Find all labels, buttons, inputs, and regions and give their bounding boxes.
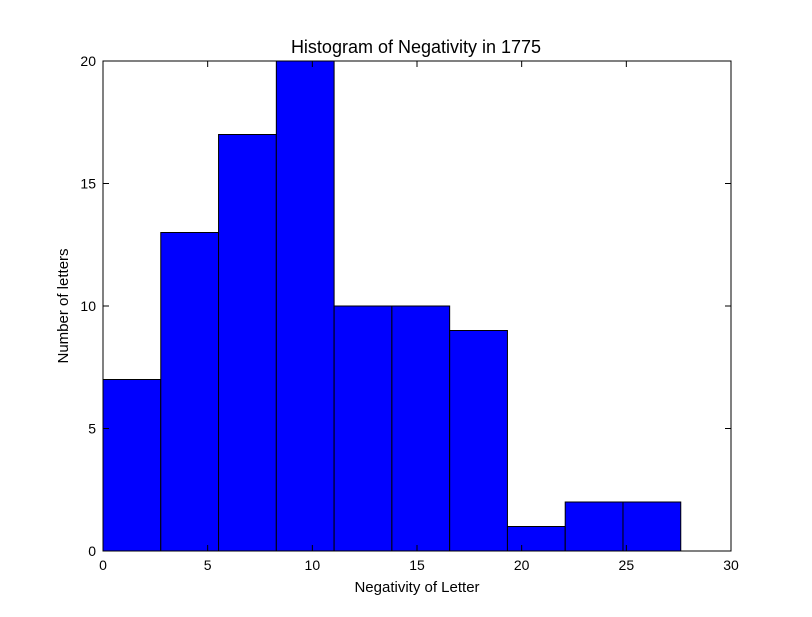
ticks-layer: 0 5 10 15 20 25 30 0 5 10 15 20 — [80, 53, 739, 573]
y-axis-label: Number of letters — [55, 248, 72, 363]
histogram-bar-1 — [102, 379, 162, 552]
histogram-bar-9 — [564, 501, 624, 552]
y-tick-label-15: 15 — [80, 176, 96, 192]
histogram-bar-6 — [391, 305, 451, 552]
bars-layer — [102, 60, 682, 552]
x-axis-label: Negativity of Letter — [354, 579, 479, 596]
x-tick-label-30: 30 — [723, 557, 739, 573]
x-tick-label-20: 20 — [514, 557, 530, 573]
histogram-bar-7 — [449, 330, 508, 552]
x-tick-label-0: 0 — [99, 557, 107, 573]
y-tick-label-5: 5 — [88, 421, 96, 437]
y-tick-label-10: 10 — [80, 298, 96, 314]
histogram-bar-10 — [622, 501, 682, 552]
x-tick-label-10: 10 — [305, 557, 321, 573]
histogram-bar-5 — [333, 305, 393, 552]
y-tick-label-20: 20 — [80, 53, 96, 69]
x-tick-label-5: 5 — [204, 557, 212, 573]
plot-frame — [102, 60, 732, 552]
x-tick-label-25: 25 — [619, 557, 635, 573]
x-tick-label-15: 15 — [409, 557, 425, 573]
histogram-bar-3 — [218, 134, 277, 552]
histogram-bar-4 — [275, 60, 335, 552]
chart-title: Histogram of Negativity in 1775 — [291, 37, 541, 57]
y-tick-label-0: 0 — [88, 543, 96, 559]
histogram-bar-2 — [160, 232, 220, 552]
histogram-bar-8 — [506, 526, 566, 552]
